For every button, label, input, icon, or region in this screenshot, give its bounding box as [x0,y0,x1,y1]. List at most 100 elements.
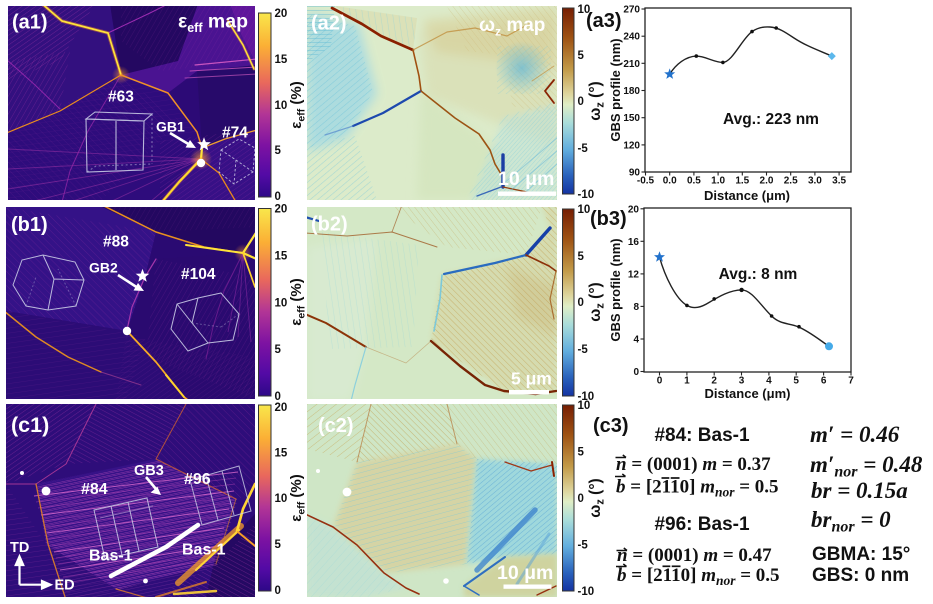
svg-text:5: 5 [793,376,799,387]
svg-text:15: 15 [275,448,288,460]
svg-text:0: 0 [275,585,281,597]
svg-text:m′nor = 0.48: m′nor = 0.48 [810,452,923,481]
svg-text:-5: -5 [578,143,589,155]
svg-text:12: 12 [628,269,640,280]
svg-text:0.5: 0.5 [687,176,701,187]
svg-text:Distance (μm): Distance (μm) [705,386,791,401]
svg-text:Bas-1: Bas-1 [89,548,133,565]
svg-text:GBS profile (nm): GBS profile (nm) [608,238,623,341]
svg-text:8: 8 [633,302,639,313]
svg-text:GB2: GB2 [89,260,118,276]
svg-text:10 μm: 10 μm [498,168,554,190]
svg-text:2.5: 2.5 [784,176,798,187]
svg-text:ωz (°): ωz (°) [587,478,607,517]
svg-text:#84: #84 [81,481,108,498]
svg-text:10: 10 [275,100,288,112]
svg-text:0: 0 [633,367,639,378]
svg-text:ED: ED [55,578,75,594]
svg-text:4: 4 [766,376,772,387]
svg-text:b = [2110] mnor = 0.5: b = [2110] mnor = 0.5 [616,477,779,500]
svg-text:br = 0.15a: br = 0.15a [811,478,908,503]
svg-text:10: 10 [578,4,591,16]
svg-text:20: 20 [275,402,288,414]
svg-text:(a3): (a3) [586,10,622,32]
svg-text:0: 0 [657,376,663,387]
svg-text:-5: -5 [578,540,589,552]
svg-text:ωz (°): ωz (°) [587,81,607,120]
svg-text:5: 5 [275,344,282,356]
svg-text:2: 2 [711,376,717,387]
svg-text:(b2): (b2) [311,214,348,236]
svg-text:1.5: 1.5 [735,176,749,187]
svg-text:(a2): (a2) [311,13,347,35]
svg-text:240: 240 [623,32,640,43]
svg-text:1: 1 [684,376,690,387]
svg-text:210: 210 [623,59,640,70]
svg-text:16: 16 [628,237,640,248]
svg-text:5: 5 [578,447,585,459]
svg-text:5: 5 [578,251,585,263]
svg-text:120: 120 [623,140,640,151]
svg-text:-10: -10 [578,189,595,201]
svg-text:GB1: GB1 [156,119,185,135]
svg-text:TD: TD [10,540,29,556]
svg-text:3.0: 3.0 [808,176,822,187]
svg-text:#63: #63 [108,89,134,106]
svg-text:(c1): (c1) [11,413,49,437]
svg-text:15: 15 [275,251,288,263]
svg-text:#84: Bas-1: #84: Bas-1 [654,425,749,446]
svg-text:brnor = 0: brnor = 0 [811,507,891,536]
svg-text:(b3): (b3) [590,208,627,230]
svg-text:150: 150 [623,113,640,124]
svg-text:εeff (%): εeff (%) [288,278,308,325]
svg-text:Avg.: 8 nm: Avg.: 8 nm [719,266,798,283]
svg-text:0: 0 [578,96,584,108]
svg-text:#88: #88 [103,234,129,251]
svg-text:#74: #74 [222,125,248,142]
svg-text:-10: -10 [578,391,595,403]
svg-text:5: 5 [275,539,282,551]
svg-text:Distance (μm): Distance (μm) [704,188,790,203]
svg-text:5: 5 [578,50,585,62]
svg-text:(b1): (b1) [11,214,48,236]
svg-text:0: 0 [275,191,281,203]
svg-text:b = [2110] mnor = 0.5: b = [2110] mnor = 0.5 [617,565,780,588]
svg-text:10: 10 [275,298,288,310]
svg-text:Avg.: 223 nm: Avg.: 223 nm [723,111,819,128]
svg-text:-5: -5 [578,344,589,356]
svg-text:m′ = 0.46: m′ = 0.46 [810,422,900,447]
svg-text:(a1): (a1) [12,12,48,34]
svg-text:15: 15 [275,54,288,66]
svg-text:20: 20 [275,8,288,20]
svg-text:-10: -10 [578,586,595,598]
svg-text:3: 3 [739,376,745,387]
svg-text:20: 20 [628,204,640,215]
svg-text:10: 10 [275,493,288,505]
svg-text:7: 7 [848,376,854,387]
svg-text:3.5: 3.5 [832,176,846,187]
svg-text:GBMA: 15°: GBMA: 15° [812,544,910,565]
svg-text:0.0: 0.0 [663,176,677,187]
svg-text:GBS profile (nm): GBS profile (nm) [608,38,623,141]
svg-text:20: 20 [275,204,288,216]
svg-text:n = (0001) m = 0.37: n = (0001) m = 0.37 [616,454,771,475]
svg-text:0: 0 [578,297,584,309]
svg-text:n = (0001) m = 0.47: n = (0001) m = 0.47 [617,545,772,566]
svg-text:10: 10 [578,204,591,216]
svg-text:10: 10 [578,400,591,412]
svg-text:ωz map: ωz map [479,15,545,39]
svg-text:εeff map: εeff map [178,11,248,36]
svg-text:0: 0 [275,391,281,403]
svg-text:#96: Bas-1: #96: Bas-1 [654,514,749,535]
svg-text:180: 180 [623,86,640,97]
svg-text:5 μm: 5 μm [511,369,552,389]
svg-text:#96: #96 [184,471,211,488]
svg-text:270: 270 [623,5,640,16]
svg-text:-0.5: -0.5 [637,176,655,187]
svg-text:#104: #104 [181,266,216,283]
svg-text:GBS: 0 nm: GBS: 0 nm [812,565,909,586]
svg-text:90: 90 [629,168,641,179]
svg-text:Bas-1: Bas-1 [182,542,226,559]
svg-text:ωz (°): ωz (°) [587,282,607,321]
svg-text:0: 0 [578,493,584,505]
